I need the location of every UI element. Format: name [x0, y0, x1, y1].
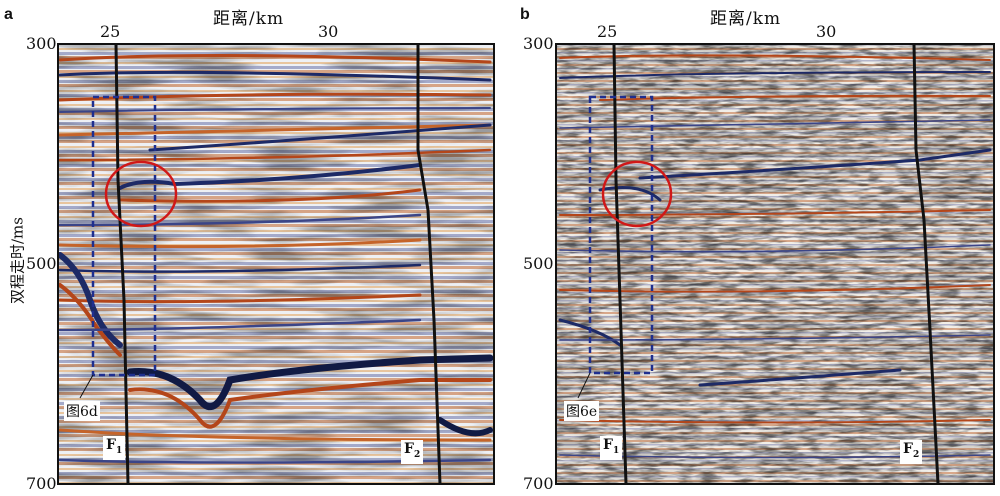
panel-a-dashed-box	[91, 95, 157, 377]
panel-b-fault-label-f1: F1	[600, 436, 623, 460]
panel-a-y-tick-500: 500	[26, 254, 57, 273]
panel-b-dashed-box	[588, 95, 654, 375]
panel-b-fault-f1-letter: F	[603, 437, 613, 453]
panel-a-y-tick-300: 300	[26, 34, 57, 53]
panel-a-x-axis-title: 距离/km	[213, 9, 285, 29]
panel-a-fault-f1-letter: F	[106, 437, 116, 453]
panel-b-seismic	[555, 43, 995, 485]
panel-b-x-axis-title: 距离/km	[710, 9, 782, 29]
panel-b-red-circle	[601, 160, 673, 228]
panel-a-fault-f1	[114, 43, 130, 485]
panel-a-red-circle	[104, 160, 178, 228]
panel-a-fault-f2-letter: F	[404, 441, 414, 457]
panel-b-fault-f2-letter: F	[903, 441, 913, 457]
panel-b-fault-f1	[612, 43, 628, 485]
panel-a-fault-f2	[416, 44, 442, 485]
panel-b-fault-f2-sub: 2	[912, 449, 920, 460]
panel-a-x-tick-30: 30	[318, 22, 339, 41]
panel-a-box-label: 图6d	[64, 401, 100, 421]
panel-b-x-tick-25: 25	[597, 22, 618, 41]
panel-a-fault-label-f2: F2	[401, 440, 424, 464]
panel-a-fault-f1-sub: 1	[115, 445, 123, 456]
panel-a-y-tick-700: 700	[26, 474, 57, 493]
panel-b-letter: b	[520, 6, 530, 23]
panel-b-box-label: 图6e	[564, 401, 600, 421]
panel-b-fault-f1-sub: 1	[612, 445, 620, 456]
panel-a-seismic	[57, 43, 495, 485]
panel-b-y-tick-700: 700	[523, 474, 554, 493]
panel-a-fault-f2-sub: 2	[413, 449, 421, 460]
panel-b-y-tick-300: 300	[523, 34, 554, 53]
panel-b-y-tick-500: 500	[523, 254, 554, 273]
panel-b-x-tick-30: 30	[816, 22, 837, 41]
panel-a-fault-label-f1: F1	[103, 436, 126, 460]
panel-b-fault-label-f2: F2	[900, 440, 923, 464]
panel-b-fault-f2	[912, 43, 940, 485]
panel-a-x-tick-25: 25	[100, 22, 121, 41]
panel-a-letter: a	[4, 6, 13, 23]
